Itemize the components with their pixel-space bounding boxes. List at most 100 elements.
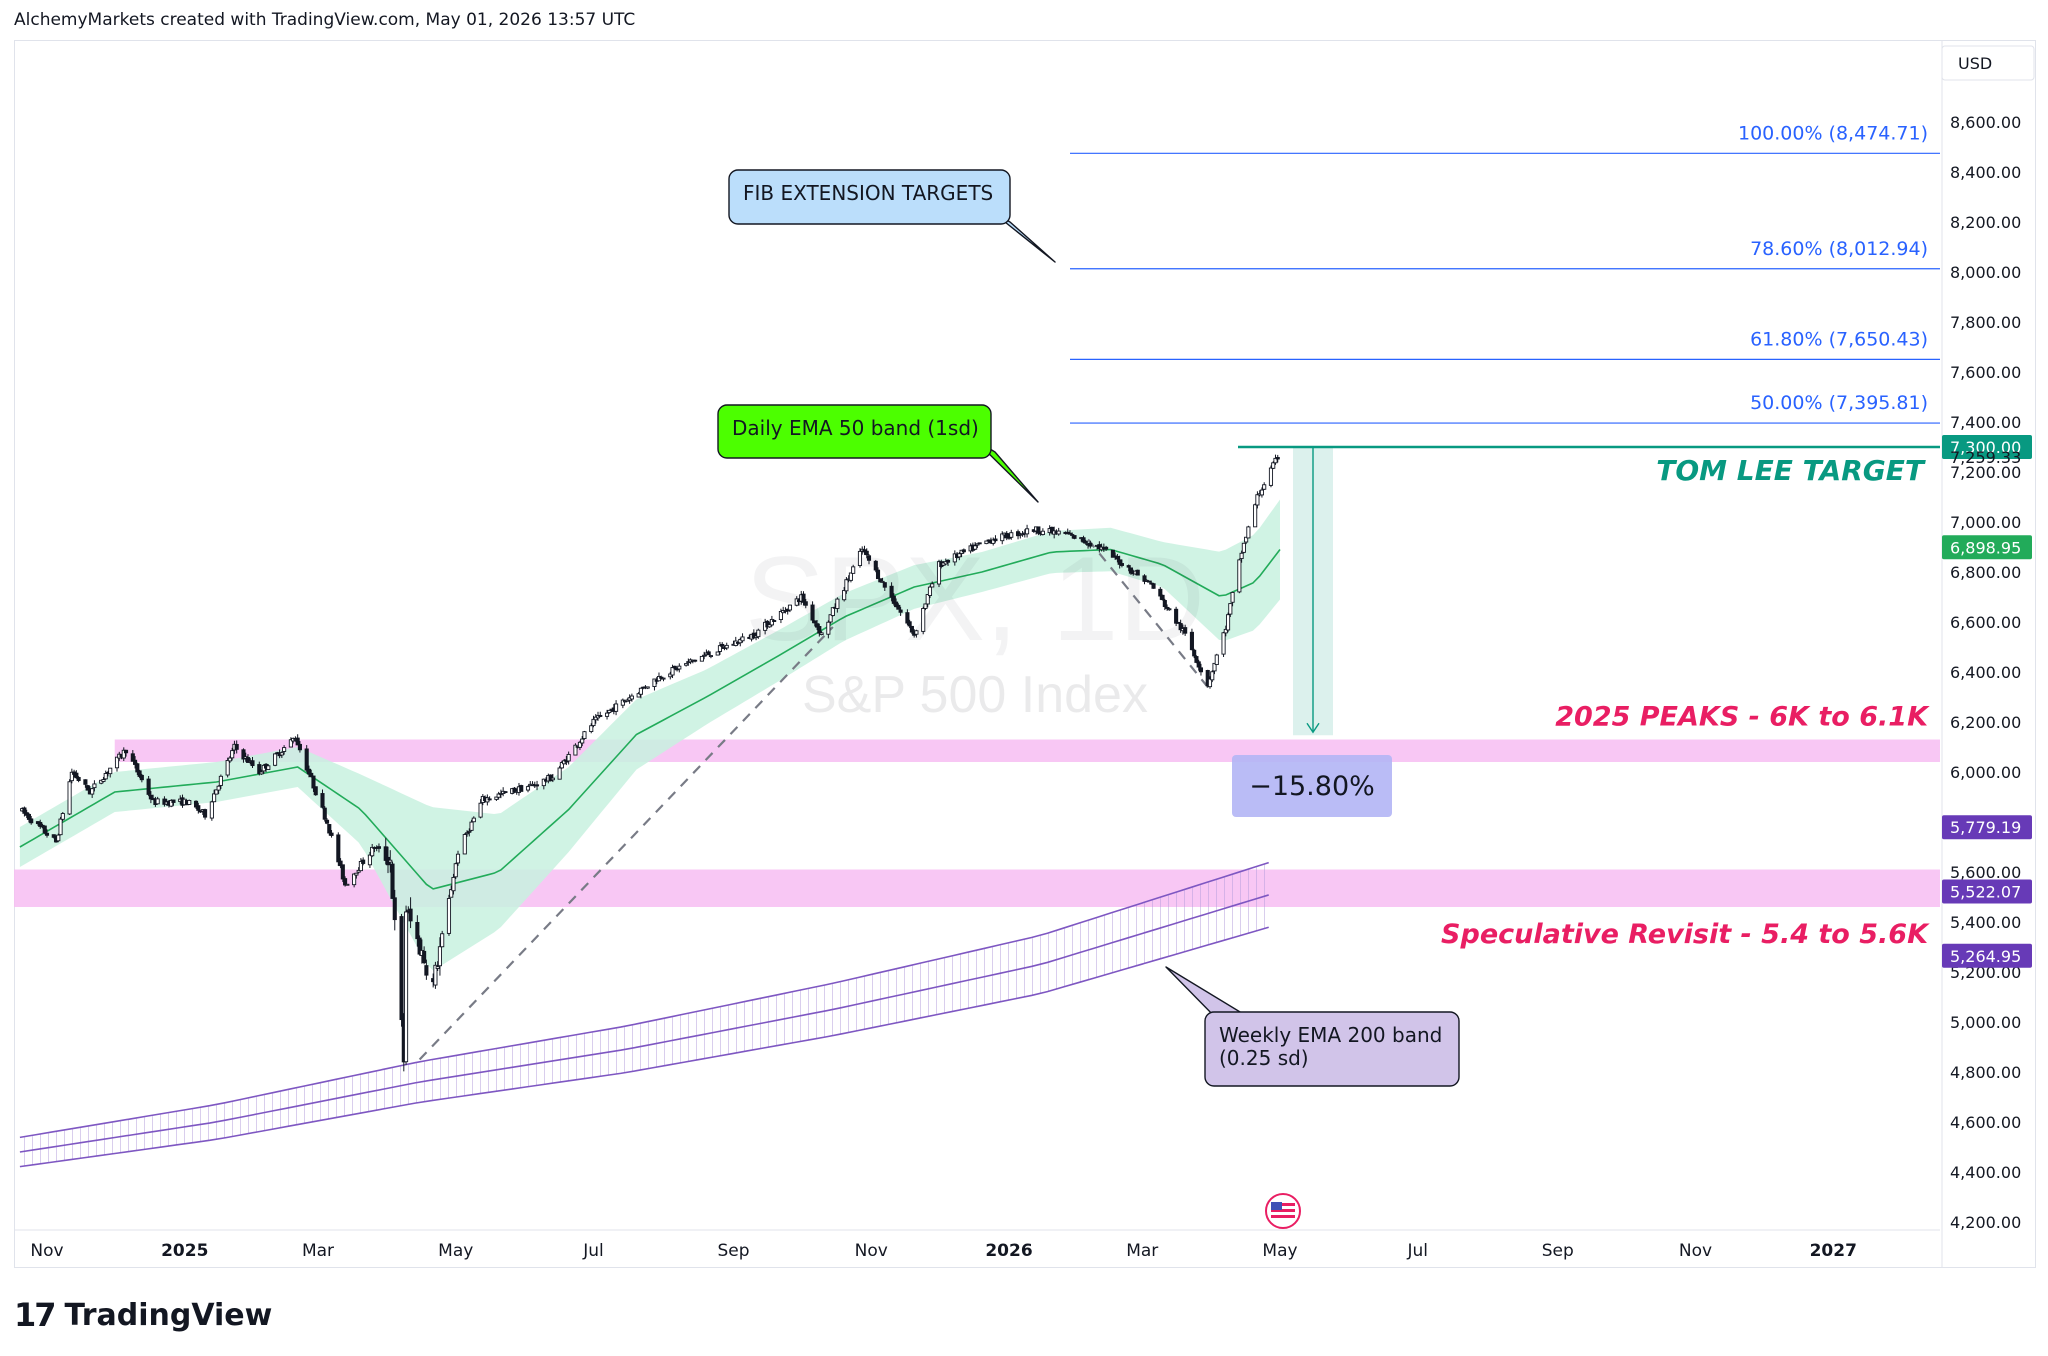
candle-up (494, 796, 499, 800)
candle (83, 779, 88, 788)
candle-up (388, 859, 393, 863)
candle-up (101, 779, 106, 782)
candle (67, 779, 72, 815)
candle (1241, 542, 1246, 554)
candle-up (1000, 533, 1005, 542)
candle-up (1212, 662, 1217, 672)
candle-up (830, 607, 835, 616)
price-axis: USD 4,200.00 4,400.00 4,600.00 4,800.00 5,000… (1941, 40, 2035, 1268)
candle-up (345, 883, 350, 886)
candle-up (638, 687, 643, 695)
candle (449, 885, 454, 898)
price-label: 5,264.95 (1950, 947, 2021, 966)
candle (1115, 553, 1120, 563)
candle (803, 599, 808, 609)
candle (462, 833, 467, 855)
candle (573, 743, 578, 756)
candle-down (44, 832, 50, 836)
candle-up (715, 651, 720, 656)
candle (973, 542, 978, 551)
candle (139, 773, 144, 783)
candle (1214, 653, 1219, 666)
tradingview-logo[interactable]: 17 TradingView (14, 1295, 272, 1335)
candle-up (957, 553, 962, 558)
candle (945, 559, 951, 566)
candle-up (1241, 542, 1246, 553)
candle (60, 811, 65, 822)
candle-up (1253, 504, 1258, 528)
candle (778, 608, 783, 624)
candle-down (241, 749, 246, 760)
candle (708, 655, 713, 659)
candle-up (1223, 628, 1228, 634)
candle (214, 789, 219, 795)
candle-down (361, 859, 366, 864)
candle-up (724, 644, 729, 649)
candle (453, 862, 458, 880)
candle (85, 784, 90, 791)
candle-down (889, 585, 894, 598)
candle-up (449, 889, 454, 898)
candle-down (693, 659, 698, 662)
candle (257, 761, 262, 776)
candle (819, 631, 824, 636)
candle-down (340, 864, 345, 880)
candle (927, 585, 933, 599)
candle (1198, 663, 1204, 676)
candle-down (311, 775, 316, 789)
candle (1259, 487, 1264, 498)
price-label-bg (1942, 879, 2032, 904)
candle-up (1040, 530, 1045, 535)
y-tick-label: 7,000.00 (1950, 513, 2021, 532)
candle-down (38, 821, 43, 827)
candle-up (1246, 526, 1251, 539)
price-chart[interactable]: 2025 PEAKS - 6K to 6.1K Speculative Revis… (0, 0, 2048, 1290)
candle-up (1244, 536, 1249, 543)
candle-down (1198, 667, 1204, 673)
candle (1192, 648, 1197, 659)
candle-up (440, 933, 445, 948)
candle-down (408, 908, 413, 922)
candle (38, 819, 43, 829)
candle-up (433, 964, 438, 986)
candle (898, 606, 903, 616)
candle (343, 876, 348, 887)
fib-label: 100.00% (8,474.71) (1738, 122, 1928, 144)
candle-up (787, 604, 793, 611)
candle-down (945, 559, 951, 563)
candle (22, 806, 27, 817)
candle-down (1162, 600, 1167, 608)
candle (566, 751, 571, 765)
candle-down (137, 770, 142, 777)
candle-down (1088, 542, 1093, 547)
candle-down (751, 632, 756, 639)
candle-up (591, 718, 596, 727)
candle (589, 723, 594, 734)
candle (356, 867, 361, 874)
candle-down (772, 620, 777, 622)
us-flag-event-icon[interactable] (1265, 1193, 1301, 1229)
candle (241, 748, 246, 763)
candle (467, 828, 472, 837)
candle-up (525, 786, 531, 791)
candle (715, 651, 720, 656)
dashed-uptrend (418, 626, 834, 1061)
candle-down (1142, 575, 1147, 582)
candle (295, 734, 300, 746)
candle (1165, 604, 1170, 611)
candle (1262, 482, 1267, 491)
candle (1151, 582, 1156, 589)
candle (148, 791, 153, 804)
candle-down (1115, 556, 1120, 560)
candle-up (279, 752, 284, 756)
candle-up (826, 621, 831, 635)
measure-tool: −15.80% (1232, 447, 1392, 817)
y-tick-label: 7,800.00 (1950, 313, 2021, 332)
candle-down (306, 768, 312, 775)
y-tick-label: 8,200.00 (1950, 213, 2021, 232)
candle (519, 784, 524, 792)
candle (29, 816, 34, 825)
candle (376, 843, 382, 853)
candle-down (343, 878, 348, 886)
candle (388, 850, 393, 873)
